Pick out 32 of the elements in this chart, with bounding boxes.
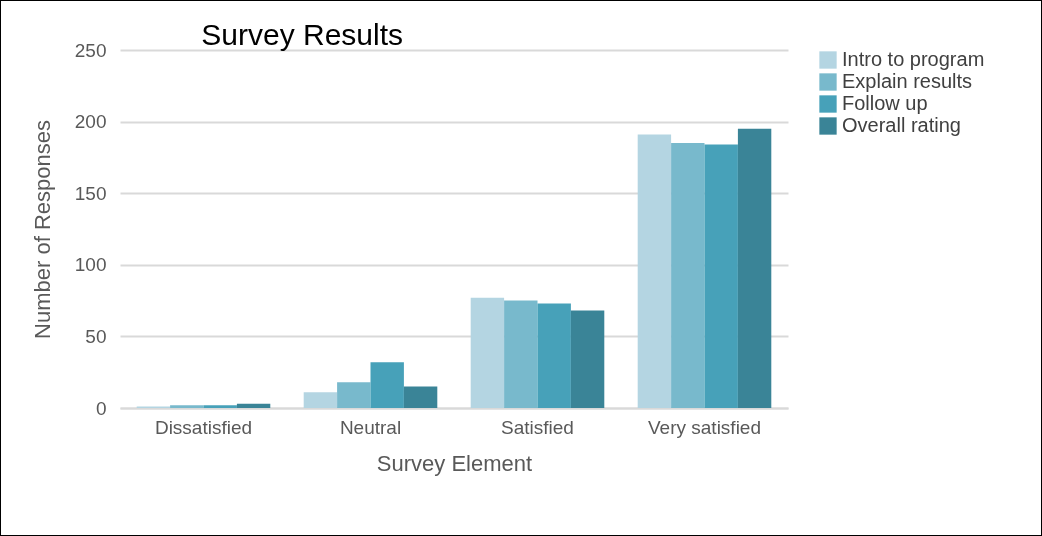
bar <box>170 405 204 408</box>
y-tick-label: 50 <box>85 325 107 347</box>
y-tick-label: 0 <box>95 397 107 419</box>
bar <box>337 382 371 408</box>
bar <box>637 134 672 408</box>
bar <box>303 392 338 408</box>
y-axis-title: Number of Responses <box>29 120 55 339</box>
chart-title: Survey Results <box>201 18 404 51</box>
bar <box>671 143 705 408</box>
x-axis-title: Survey Element <box>376 450 533 476</box>
bar <box>236 403 271 408</box>
y-tick-label: 200 <box>74 111 107 133</box>
bar <box>370 362 404 408</box>
bar <box>570 310 605 408</box>
x-tick-label: Very satisfied <box>648 416 761 438</box>
bar <box>403 386 438 408</box>
legend-label: Explain results <box>842 70 973 92</box>
x-tick-label: Dissatisfied <box>154 416 253 438</box>
y-tick-label: 150 <box>74 182 107 204</box>
bar <box>537 303 571 408</box>
y-tick-label: 100 <box>74 254 107 276</box>
bar <box>203 405 237 408</box>
legend-label: Overall rating <box>842 114 961 136</box>
legend-label: Intro to program <box>842 48 985 70</box>
bar <box>704 144 738 408</box>
bar <box>737 128 772 408</box>
bar <box>504 300 538 408</box>
x-tick-label: Satisfied <box>501 416 574 438</box>
x-tick-label: Neutral <box>339 416 402 438</box>
legend-label: Follow up <box>842 92 928 114</box>
y-tick-label: 250 <box>74 39 107 61</box>
bar <box>470 297 505 408</box>
